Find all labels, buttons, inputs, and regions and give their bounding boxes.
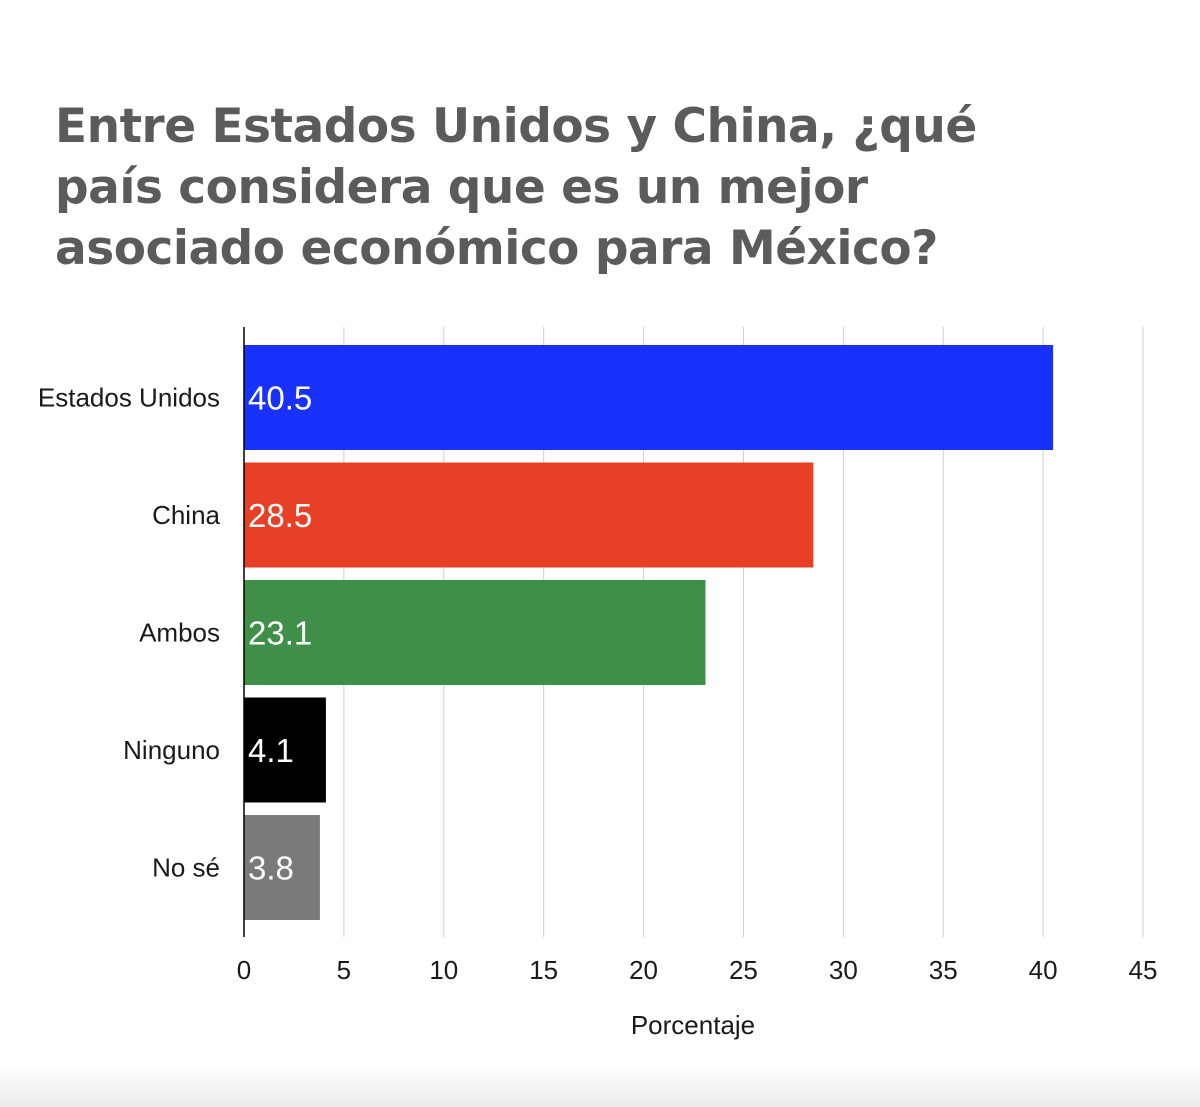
- x-axis-title: Porcentaje: [631, 1010, 755, 1040]
- x-tick-label: 25: [729, 955, 758, 985]
- category-label: No sé: [152, 853, 220, 883]
- category-label: Estados Unidos: [38, 383, 220, 413]
- value-label: 28.5: [248, 497, 312, 534]
- bar-1: [244, 462, 814, 568]
- bottom-shade: [0, 1062, 1200, 1107]
- bar-2: [244, 580, 706, 685]
- value-label: 40.5: [248, 380, 312, 417]
- x-tick-label: 5: [337, 955, 351, 985]
- category-label: Ninguno: [123, 735, 220, 765]
- chart-title: Entre Estados Unidos y China, ¿qué país …: [55, 99, 977, 276]
- category-labels: Estados Unidos China Ambos Ninguno No sé: [38, 383, 221, 883]
- x-tick-label: 30: [829, 955, 858, 985]
- bar-4: [244, 815, 320, 920]
- value-labels: 40.5 28.5 23.1 4.1 3.8: [248, 380, 312, 887]
- category-label: Ambos: [139, 618, 220, 648]
- x-tick-labels: 0 5 10 15 20 25 30 35 40 45: [237, 955, 1158, 985]
- bars: [244, 345, 1054, 920]
- category-label: China: [152, 500, 220, 530]
- value-label: 3.8: [248, 850, 294, 887]
- bar-0: [244, 345, 1054, 450]
- x-tick-label: 10: [429, 955, 458, 985]
- x-tick-label: 0: [237, 955, 251, 985]
- x-tick-label: 40: [1029, 955, 1058, 985]
- x-tick-label: 35: [929, 955, 958, 985]
- x-tick-label: 20: [629, 955, 658, 985]
- bar-3: [244, 697, 326, 803]
- value-label: 4.1: [248, 732, 294, 769]
- x-tick-label: 15: [529, 955, 558, 985]
- x-tick-label: 45: [1129, 955, 1158, 985]
- value-label: 23.1: [248, 615, 312, 652]
